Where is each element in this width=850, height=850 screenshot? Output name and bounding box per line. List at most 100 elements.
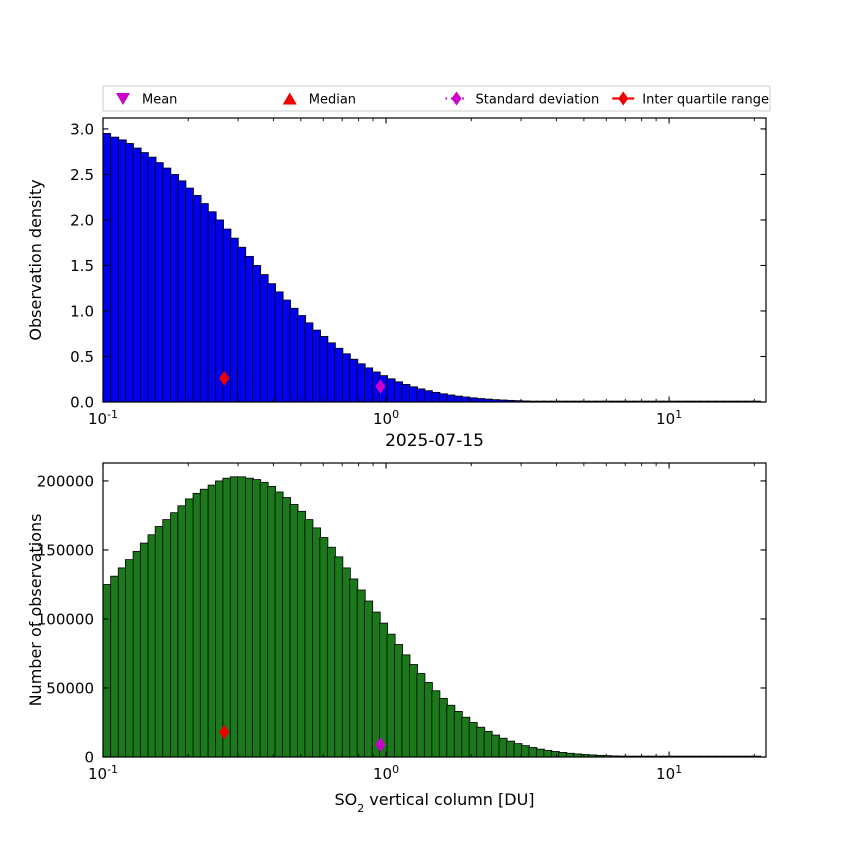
histogram-bar xyxy=(521,745,530,757)
bottom-panel-stat-markers xyxy=(219,724,386,752)
histogram-bar xyxy=(274,491,284,757)
histogram-bar xyxy=(349,358,359,402)
histogram-bar xyxy=(386,378,396,402)
legend-marker-diamond-icon xyxy=(451,91,462,106)
histogram-bar xyxy=(446,704,456,757)
histogram-bar xyxy=(409,664,418,757)
stat-marker-diamond xyxy=(375,737,386,752)
histogram-bar xyxy=(535,748,545,757)
top-panel-y-axis-title: Observation density xyxy=(26,179,45,340)
y-tick-label: 0.0 xyxy=(70,394,94,412)
histogram-bar xyxy=(438,697,448,757)
histogram-bar xyxy=(125,559,134,757)
histogram-bar xyxy=(267,283,276,402)
histogram-bar xyxy=(498,737,508,757)
legend-marker-triangle-down-icon xyxy=(116,93,130,105)
y-tick-label: 150000 xyxy=(37,541,94,559)
histogram-bar xyxy=(199,203,209,402)
x-tick-label: 10-1 xyxy=(88,763,118,784)
histogram-bar xyxy=(423,390,433,402)
histogram-bar xyxy=(312,329,321,402)
histogram-bar xyxy=(476,726,486,757)
histogram-bar xyxy=(184,187,194,402)
histogram-bar xyxy=(379,622,388,757)
histogram-bar xyxy=(237,476,247,757)
y-tick-label: 2.5 xyxy=(70,166,94,184)
histogram-bar xyxy=(274,291,284,402)
legend-marker-diamond-icon xyxy=(618,91,629,106)
y-tick-label: 50000 xyxy=(46,679,94,697)
x-tick-label: 10-1 xyxy=(88,408,118,429)
histogram-bar xyxy=(297,510,307,757)
y-tick-label: 0 xyxy=(84,749,94,767)
stat-marker-diamond xyxy=(375,379,386,394)
histogram-bar xyxy=(304,519,314,757)
histogram-bar xyxy=(356,589,366,757)
histogram-bar xyxy=(252,479,262,757)
top-panel-yaxis: 0.0 0.5 1.0 1.5 2.0 2.5 3.0 xyxy=(70,120,766,412)
histogram-bar xyxy=(506,740,516,757)
histogram-bar xyxy=(297,315,307,402)
legend-label: Inter quartile range xyxy=(642,93,769,108)
histogram-bar xyxy=(229,237,239,402)
histogram-bar xyxy=(394,644,403,757)
histogram-bar xyxy=(468,397,478,402)
y-tick-label: 1.0 xyxy=(70,302,94,320)
histogram-bar xyxy=(341,567,351,757)
histogram-bar xyxy=(386,633,396,757)
histogram-bar xyxy=(326,342,336,402)
histogram-bar xyxy=(334,347,344,402)
histogram-bar xyxy=(110,575,120,757)
x-tick-label: 100 xyxy=(373,408,399,429)
legend-entry[interactable]: Standard deviation xyxy=(445,91,600,108)
histogram-bar xyxy=(170,174,180,402)
histogram-bar xyxy=(438,393,448,402)
histogram-bar xyxy=(431,690,441,757)
legend-entry[interactable]: Mean xyxy=(116,93,177,108)
histogram-bar xyxy=(177,180,187,402)
histogram-bar xyxy=(558,752,568,757)
histogram-bar xyxy=(371,611,381,757)
y-tick-label: 100000 xyxy=(37,610,94,628)
histogram-bar xyxy=(356,363,366,402)
histogram-bar xyxy=(259,481,269,757)
legend-entry[interactable]: Inter quartile range xyxy=(612,91,769,108)
histogram-bar xyxy=(267,486,276,757)
stat-marker-diamond xyxy=(219,370,230,386)
legend-marker-triangle-up-icon xyxy=(282,92,297,105)
top-panel-xaxis: 10-1 100 101 xyxy=(88,118,755,429)
histogram-bar xyxy=(222,477,232,757)
histogram-bar xyxy=(461,716,471,757)
histogram-bar xyxy=(207,211,217,402)
histogram-bar xyxy=(401,654,411,757)
top-panel-axes-frame xyxy=(102,117,767,403)
bottom-panel-bars xyxy=(103,476,761,757)
histogram-bar xyxy=(468,722,478,757)
histogram-bar xyxy=(431,391,441,402)
histogram-bar xyxy=(409,386,418,402)
histogram-bar xyxy=(103,133,112,402)
histogram-bar xyxy=(282,299,291,402)
bottom-panel-x-axis-title: SO2 vertical column [DU] xyxy=(334,790,534,815)
top-panel-bars xyxy=(103,133,761,402)
histogram-bar xyxy=(207,484,217,757)
histogram-bar xyxy=(139,152,149,402)
histogram-bar xyxy=(282,497,291,757)
histogram-bar xyxy=(154,162,164,402)
histogram-bar xyxy=(349,578,359,757)
histogram-bar xyxy=(259,274,269,402)
histogram-bar xyxy=(453,711,463,757)
top-panel-stat-markers xyxy=(219,370,386,394)
histogram-bar xyxy=(326,546,336,757)
stat-marker-diamond xyxy=(219,724,230,740)
histogram-bar xyxy=(125,143,134,402)
histogram-bar xyxy=(364,600,374,757)
histogram-bar xyxy=(184,498,194,757)
y-tick-label: 200000 xyxy=(37,472,94,490)
y-tick-label: 1.5 xyxy=(70,257,94,275)
histogram-bar xyxy=(416,388,426,402)
y-tick-label: 3.0 xyxy=(70,120,94,138)
legend-entry[interactable]: Median xyxy=(282,92,356,108)
histogram-bar xyxy=(401,384,411,402)
